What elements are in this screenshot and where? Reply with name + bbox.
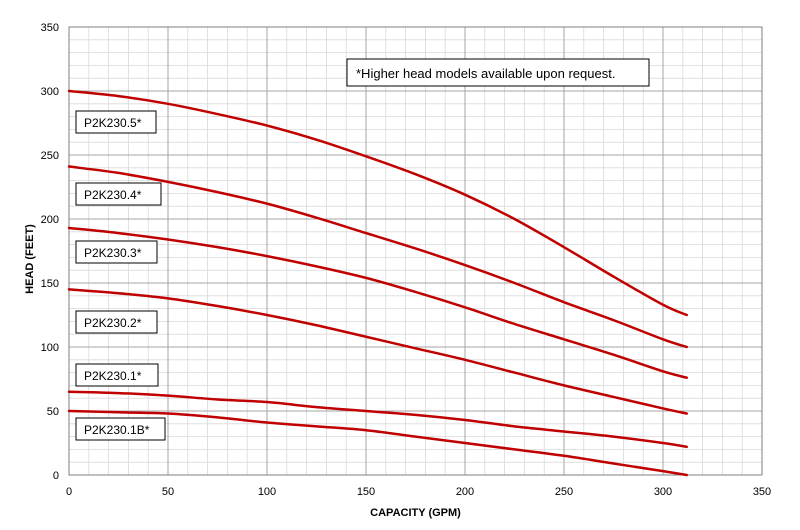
y-axis-title: HEAD (FEET) (24, 224, 36, 294)
y-tick-label: 100 (41, 342, 59, 354)
plot-area-frame (68, 26, 763, 476)
curve-label: P2K230.2* (75, 310, 158, 334)
curve-label: P2K230.5* (75, 110, 157, 134)
y-tick-label: 0 (53, 470, 59, 482)
curve-label-text: P2K230.2* (84, 316, 142, 330)
x-axis-title: CAPACITY (GPM) (370, 507, 461, 519)
y-tick-label: 300 (41, 86, 59, 98)
curve-label-text: P2K230.5* (84, 116, 142, 130)
curve-label: P2K230.3* (75, 240, 158, 264)
x-tick-label: 350 (753, 486, 771, 498)
curve-label-text: P2K230.4* (84, 188, 142, 202)
curve-label-box (75, 240, 158, 264)
pump-curve (67, 89, 689, 317)
major-grid (69, 27, 762, 475)
curve-label-box (75, 310, 158, 334)
y-tick-label: 350 (41, 22, 59, 34)
x-tick-label: 100 (258, 486, 276, 498)
curve-label-text: P2K230.1* (84, 369, 142, 383)
curve-label: P2K230.1* (75, 363, 159, 387)
y-tick-label: 200 (41, 214, 59, 226)
minor-grid (69, 27, 762, 475)
x-tick-label: 200 (456, 486, 474, 498)
x-tick-label: 250 (555, 486, 573, 498)
curve-label-text: P2K230.3* (84, 246, 142, 260)
pump-curve (67, 165, 689, 349)
pump-curve (67, 390, 689, 449)
y-axis-tick-labels: 0 50 100 150 200 250 300 350 (41, 22, 59, 482)
curve-label: P2K230.1B* (75, 417, 166, 441)
curve-label-box (75, 182, 162, 206)
pump-curves (67, 89, 689, 477)
curve-label-box (75, 417, 166, 441)
y-tick-label: 150 (41, 278, 59, 290)
pump-curve (67, 288, 689, 415)
x-axis-tick-labels: 0 50 100 150 200 250 300 350 (66, 486, 771, 498)
x-tick-label: 300 (654, 486, 672, 498)
x-tick-label: 50 (162, 486, 174, 498)
pump-curve (67, 409, 689, 477)
curve-label-box (75, 363, 159, 387)
pump-curve (67, 226, 689, 379)
note-box (346, 58, 650, 87)
curve-label-box (75, 110, 157, 134)
curve-labels: P2K230.5* P2K230.4* P2K230.3* P2K230.2* P2K2… (75, 110, 166, 441)
y-tick-label: 250 (41, 150, 59, 162)
note-annotation: *Higher head models available upon reque… (346, 58, 650, 87)
curve-label: P2K230.4* (75, 182, 162, 206)
x-tick-label: 150 (357, 486, 375, 498)
note-text: *Higher head models available upon reque… (356, 66, 615, 81)
y-tick-label: 50 (47, 406, 59, 418)
x-tick-label: 0 (66, 486, 72, 498)
curve-label-text: P2K230.1B* (84, 423, 150, 437)
